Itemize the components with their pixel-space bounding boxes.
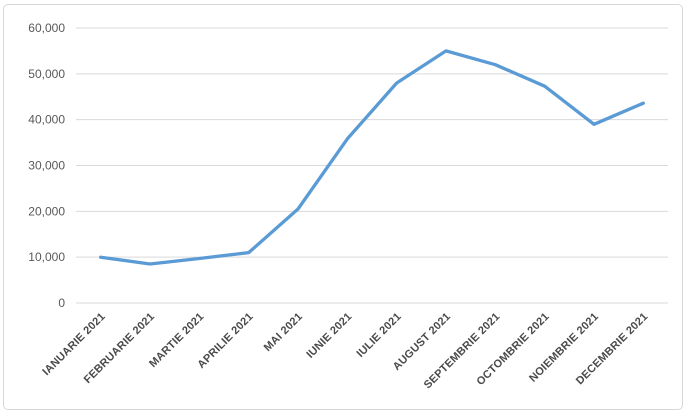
gridlines-group bbox=[76, 27, 668, 304]
y-axis-tick-label: 0 bbox=[58, 296, 65, 310]
chart-frame: 0 10,000 20,000 30,000 40,000 50,000 60,000 IA… bbox=[3, 4, 683, 410]
y-axis-tick-label: 50,000 bbox=[28, 67, 65, 81]
x-axis-tick-label: MAI 2021 bbox=[262, 311, 305, 354]
y-axis-tick-label: 20,000 bbox=[28, 204, 65, 218]
x-axis-tick-label: IULIE 2021 bbox=[355, 311, 404, 360]
x-axis-tick-label: IUNIE 2021 bbox=[304, 311, 354, 361]
y-axis-tick-label: 40,000 bbox=[28, 113, 65, 127]
y-axis-tick-label: 60,000 bbox=[28, 21, 65, 35]
data-series-line bbox=[99, 49, 645, 266]
y-axis-tick-label: 30,000 bbox=[28, 159, 65, 173]
y-axis-labels-group: 0 10,000 20,000 30,000 40,000 50,000 60,000 bbox=[28, 21, 65, 310]
line-chart-canvas: 0 10,000 20,000 30,000 40,000 50,000 60,000 IA… bbox=[28, 21, 668, 392]
y-axis-tick-label: 10,000 bbox=[28, 250, 65, 264]
